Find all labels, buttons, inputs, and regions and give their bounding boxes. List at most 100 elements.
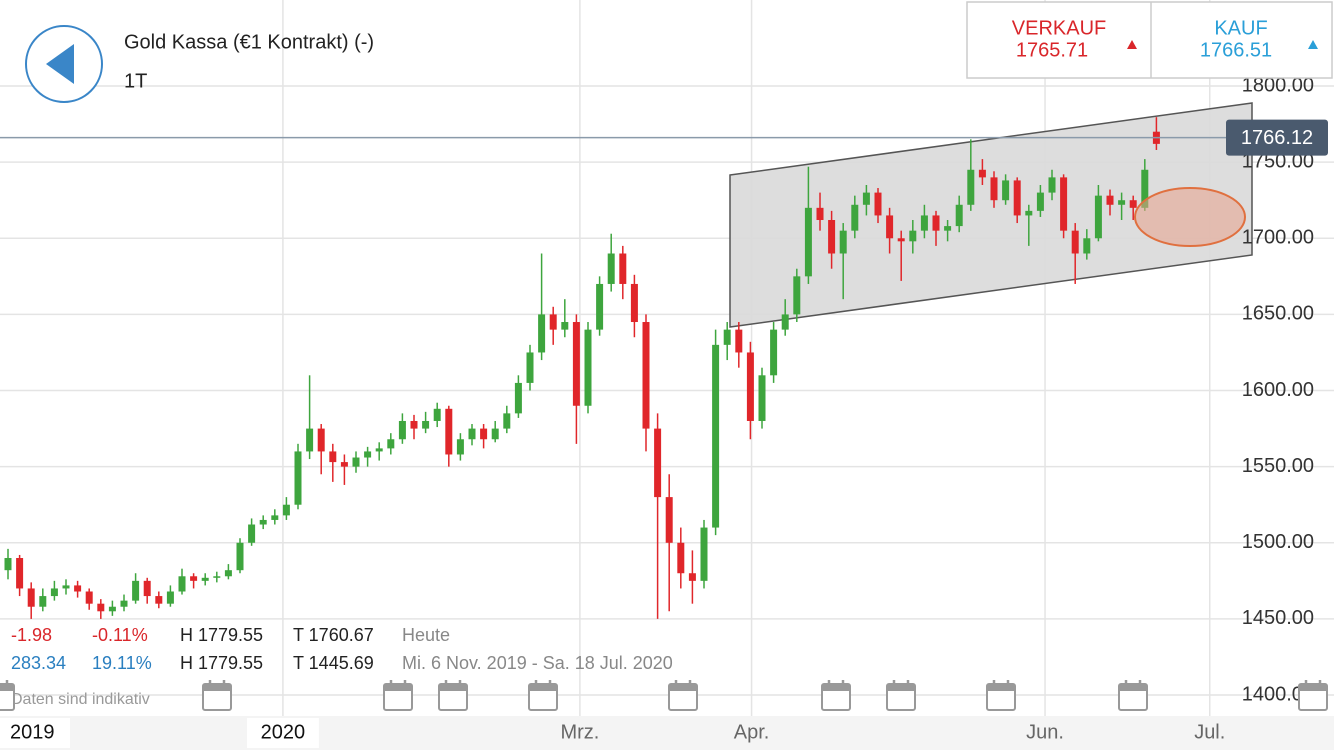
- candle-body: [39, 596, 47, 607]
- candle-body: [596, 283, 604, 330]
- instrument-title: Gold Kassa (€1 Kontrakt) (-): [124, 31, 374, 53]
- sell-arrow: [1127, 40, 1137, 49]
- x-tick-label: Mrz.: [560, 721, 599, 743]
- calendar-icon[interactable]: [383, 680, 413, 711]
- calendar-top: [384, 684, 412, 691]
- candle-body: [688, 573, 696, 581]
- candle-body: [526, 352, 534, 383]
- candle-body: [74, 585, 82, 592]
- candle-body: [584, 329, 592, 406]
- candle-body: [828, 220, 836, 254]
- candle-body: [132, 580, 140, 601]
- sell-label[interactable]: VERKAUF: [1012, 17, 1106, 39]
- candle-body: [1025, 210, 1033, 216]
- last-price-label: 1766.12: [1241, 127, 1313, 149]
- x-tick-label: 2020: [261, 721, 306, 743]
- highlight-ellipse: [1134, 187, 1246, 247]
- candle-body: [27, 588, 35, 607]
- candle-body: [329, 451, 337, 463]
- candle-body: [909, 230, 917, 242]
- y-tick-label: 1450.00: [1242, 607, 1314, 629]
- trend-channel: [729, 102, 1253, 328]
- calendar-top: [1119, 684, 1147, 691]
- today-change-pct: -0.11%: [92, 625, 148, 645]
- calendar-icon[interactable]: [986, 680, 1016, 711]
- period-range: Mi. 6 Nov. 2019 - Sa. 18 Jul. 2020: [402, 653, 673, 673]
- x-label-bg: [0, 718, 70, 748]
- candle-body: [561, 322, 569, 330]
- candle-body: [503, 413, 511, 429]
- candle-body: [839, 230, 847, 254]
- candle-body: [97, 603, 105, 612]
- calendar-icon[interactable]: [886, 680, 916, 711]
- candle-body: [851, 204, 859, 231]
- candle-body: [746, 352, 754, 421]
- candle-body: [85, 591, 93, 604]
- candle-body: [1036, 192, 1044, 211]
- candle-body: [387, 439, 395, 449]
- candle-body: [456, 439, 464, 455]
- buy-label[interactable]: KAUF: [1214, 17, 1267, 39]
- calendar-icon[interactable]: [821, 680, 851, 711]
- x-axis: 2019 2020 Mrz. Apr. Jun. Jul.: [0, 718, 1225, 748]
- x-tick-label: Apr.: [734, 721, 770, 743]
- calendar-icon[interactable]: [438, 680, 468, 711]
- candle-body: [1141, 169, 1149, 208]
- candle-body: [155, 596, 163, 604]
- y-tick-label: 1800.00: [1242, 74, 1314, 96]
- candle-body: [1013, 180, 1021, 216]
- candle-body: [1048, 177, 1056, 193]
- candle-body: [259, 519, 267, 525]
- candle-body: [62, 585, 70, 589]
- calendar-icon[interactable]: [1298, 680, 1328, 711]
- calendar-icon[interactable]: [528, 680, 558, 711]
- candle-body: [538, 314, 546, 353]
- buy-arrow: [1308, 40, 1318, 49]
- x-label-bg: [246, 718, 319, 748]
- candle-body: [572, 322, 580, 406]
- candle-body: [143, 580, 151, 597]
- candle-body: [236, 542, 244, 571]
- candle-body: [422, 420, 430, 429]
- candle-body: [1118, 200, 1126, 205]
- candle-body: [619, 253, 627, 284]
- period-high: H 1779.55: [180, 653, 263, 673]
- candle-body: [1129, 200, 1137, 208]
- buy-price[interactable]: 1766.51: [1200, 39, 1272, 61]
- candle-body: [654, 428, 662, 498]
- candle-body: [886, 215, 894, 239]
- period-change-pct: 19.11%: [92, 653, 152, 673]
- candle-body: [248, 524, 256, 543]
- event-icons: [0, 680, 1328, 711]
- calendar-icon[interactable]: [668, 680, 698, 711]
- candle-body: [735, 329, 743, 353]
- today-change: -1.98: [11, 625, 52, 645]
- x-tick-label: 2019: [10, 721, 55, 743]
- last-price-box: [1226, 119, 1328, 156]
- candle-body: [306, 428, 314, 452]
- calendar-icon[interactable]: [0, 680, 15, 711]
- candle-body: [282, 504, 290, 516]
- candle-body: [410, 420, 418, 429]
- calendar-icon[interactable]: [202, 680, 232, 711]
- period-change: 283.34: [11, 653, 66, 673]
- calendar-top: [822, 684, 850, 691]
- candle-body: [607, 253, 615, 284]
- sell-price[interactable]: 1765.71: [1016, 39, 1088, 61]
- candle-body: [224, 570, 232, 577]
- candle-body: [398, 420, 406, 440]
- data-note: Daten sind indikativ: [11, 691, 150, 708]
- calendar-icon[interactable]: [1118, 680, 1148, 711]
- candle-body: [967, 169, 975, 205]
- y-tick-label: 1650.00: [1242, 303, 1314, 325]
- x-tick-label: Jun.: [1026, 721, 1064, 743]
- candle-body: [480, 428, 488, 440]
- candle-body: [190, 576, 198, 581]
- candle-body: [978, 169, 986, 178]
- candle-body: [804, 207, 812, 277]
- candle-body: [874, 192, 882, 216]
- period-label[interactable]: 1T: [124, 70, 147, 92]
- candle-body: [723, 329, 731, 345]
- y-tick-label: 1400.00: [1242, 683, 1314, 705]
